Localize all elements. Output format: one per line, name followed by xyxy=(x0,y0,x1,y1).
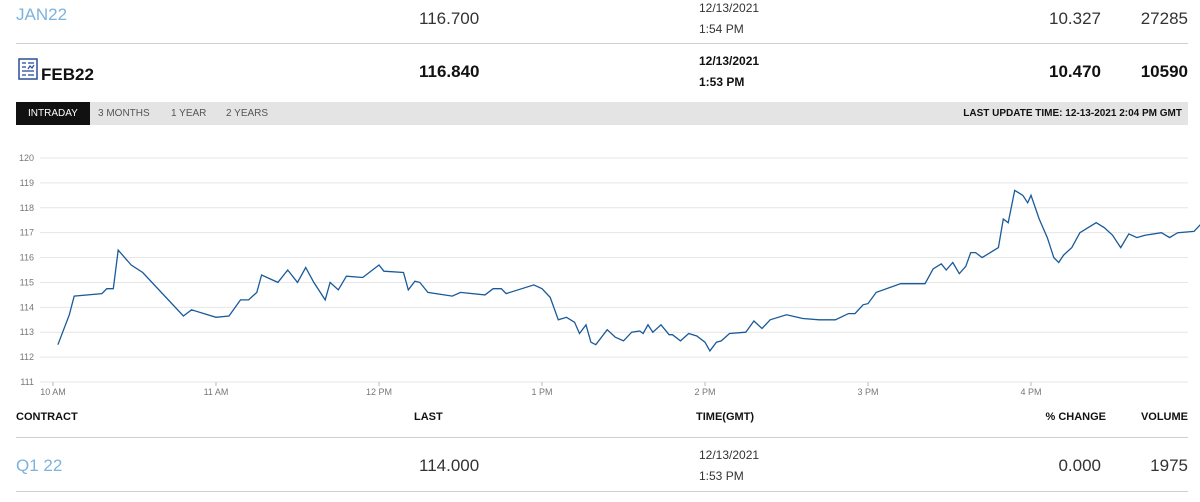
tab-intraday[interactable]: INTRADAY xyxy=(16,102,90,125)
y-tick-label: 118 xyxy=(20,203,34,213)
x-axis-ticks: 10 AM 11 AM 12 PM 1 PM 2 PM 3 PM 4 PM xyxy=(40,382,1042,397)
tab-1-year[interactable]: 1 YEAR xyxy=(171,108,207,119)
x-tick-label: 10 AM xyxy=(40,387,66,397)
trade-date: 12/13/2021 xyxy=(699,448,760,462)
y-tick-label: 113 xyxy=(20,327,34,337)
header-volume[interactable]: VOLUME xyxy=(1140,411,1188,423)
table-row: Q1 22 114.000 12/13/2021 1:53 PM 0.000 1… xyxy=(16,438,1188,492)
range-tab-bar: INTRADAY 3 MONTHS 1 YEAR 2 YEARS LAST UP… xyxy=(16,102,1188,125)
header-time[interactable]: TIME(GMT) xyxy=(696,411,755,423)
y-tick-label: 111 xyxy=(20,377,34,387)
y-axis-ticks: 111 112 113 114 115 116 117 118 119 120 xyxy=(19,153,34,387)
tab-2-years[interactable]: 2 YEARS xyxy=(226,108,269,119)
contract-name[interactable]: FEB22 xyxy=(41,65,94,84)
trade-time: 1:53 PM xyxy=(699,75,745,89)
table-row: JAN22 116.700 12/13/2021 1:54 PM 10.327 … xyxy=(16,0,1188,44)
x-tick-label: 1 PM xyxy=(531,387,552,397)
time-cell: 12/13/2021 1:53 PM xyxy=(699,51,759,93)
time-cell: 12/13/2021 1:54 PM xyxy=(699,0,759,40)
last-price: 114.000 xyxy=(419,456,480,475)
trade-time: 1:53 PM xyxy=(699,469,744,483)
x-tick-label: 4 PM xyxy=(1020,387,1041,397)
price-series-line xyxy=(57,189,1200,353)
table-header: CONTRACT LAST TIME(GMT) % CHANGE VOLUME xyxy=(16,404,1188,438)
header-last[interactable]: LAST xyxy=(414,411,443,423)
y-tick-label: 115 xyxy=(20,277,34,287)
volume: 10590 xyxy=(1140,62,1188,81)
volume: 1975 xyxy=(1150,456,1188,475)
contract-link[interactable]: Q1 22 xyxy=(16,456,63,475)
header-contract[interactable]: CONTRACT xyxy=(16,411,78,423)
time-cell: 12/13/2021 1:53 PM xyxy=(699,445,759,487)
tab-3-months[interactable]: 3 MONTHS xyxy=(98,108,150,119)
table-chart-icon[interactable] xyxy=(18,58,38,80)
trade-date: 12/13/2021 xyxy=(699,54,760,68)
last-price: 116.840 xyxy=(419,62,480,81)
x-tick-label: 11 AM xyxy=(204,387,229,397)
y-tick-label: 114 xyxy=(20,302,34,312)
percent-change: 0.000 xyxy=(1058,456,1101,475)
table-row-selected[interactable]: FEB22 116.840 12/13/2021 1:53 PM 10.470 … xyxy=(16,44,1188,100)
volume: 27285 xyxy=(1140,9,1188,28)
y-tick-label: 112 xyxy=(20,352,34,362)
percent-change: 10.327 xyxy=(1049,9,1101,28)
trade-time: 1:54 PM xyxy=(699,22,744,36)
last-update-time: LAST UPDATE TIME: 12-13-2021 2:04 PM GMT xyxy=(963,108,1182,119)
y-tick-label: 116 xyxy=(20,253,34,263)
last-price: 116.700 xyxy=(419,9,480,28)
y-tick-label: 117 xyxy=(20,228,34,238)
x-tick-label: 3 PM xyxy=(857,387,878,397)
trade-date: 12/13/2021 xyxy=(699,1,760,15)
x-tick-label: 12 PM xyxy=(366,387,392,397)
header-change[interactable]: % CHANGE xyxy=(1045,411,1106,423)
contract-link[interactable]: JAN22 xyxy=(16,5,68,24)
percent-change: 10.470 xyxy=(1049,62,1101,81)
chart-grid xyxy=(40,157,1188,383)
intraday-price-chart: 111 112 113 114 115 116 117 118 119 120 10 AM 11 A… xyxy=(19,153,1200,397)
y-tick-label: 120 xyxy=(19,153,34,163)
y-tick-label: 119 xyxy=(20,178,34,188)
x-tick-label: 2 PM xyxy=(694,387,715,397)
